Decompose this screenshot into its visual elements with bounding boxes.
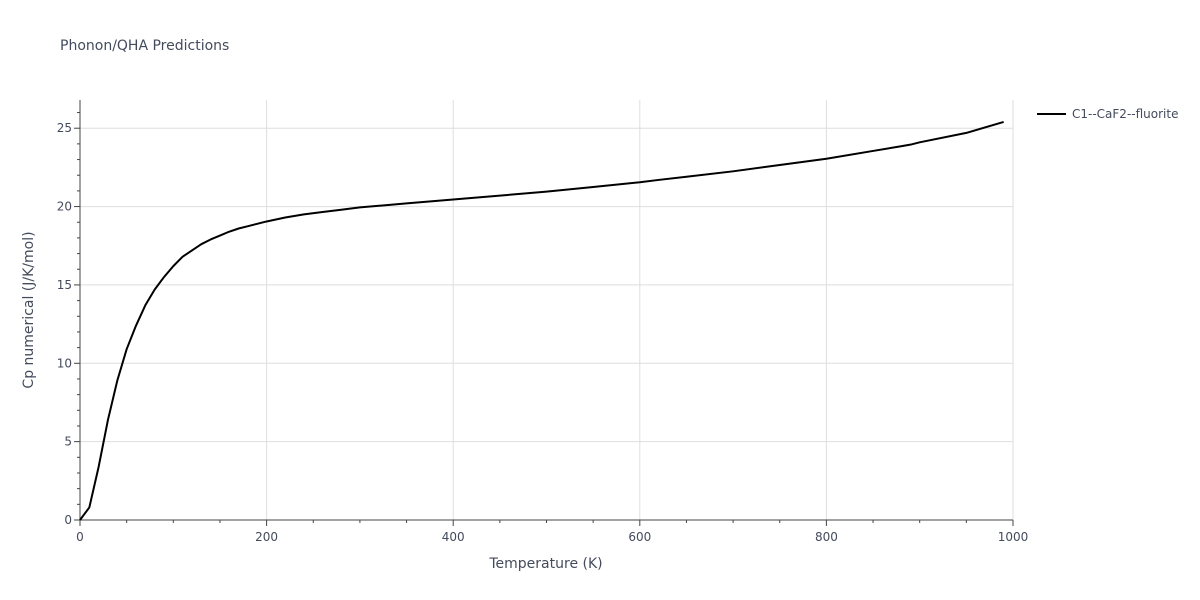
y-tick-label: 15 [57, 278, 72, 292]
y-tick-label: 0 [64, 513, 72, 527]
y-axis-title: Cp numerical (J/K/mol) [21, 231, 37, 388]
x-tick-label: 400 [442, 530, 465, 544]
x-tick-label: 200 [255, 530, 278, 544]
x-tick-label: 1000 [998, 530, 1029, 544]
legend[interactable]: C1--CaF2--fluorite [1037, 107, 1178, 121]
chart-title: Phonon/QHA Predictions [60, 38, 229, 54]
x-tick-label: 600 [628, 530, 651, 544]
y-tick-label: 10 [57, 356, 72, 370]
axes: 0 200 400 600 800 1000 0 5 10 15 20 25 [57, 100, 1029, 544]
x-axis-title: Temperature (K) [488, 556, 602, 572]
plot-area [79, 120, 1004, 521]
x-tick-label: 0 [76, 530, 84, 544]
y-tick-label: 20 [57, 200, 72, 214]
series-line[interactable] [79, 120, 1004, 521]
x-tick-label: 800 [815, 530, 838, 544]
y-tick-label: 5 [64, 435, 72, 449]
legend-label: C1--CaF2--fluorite [1072, 107, 1178, 121]
y-tick-label: 25 [57, 121, 72, 135]
grid [80, 100, 1014, 520]
